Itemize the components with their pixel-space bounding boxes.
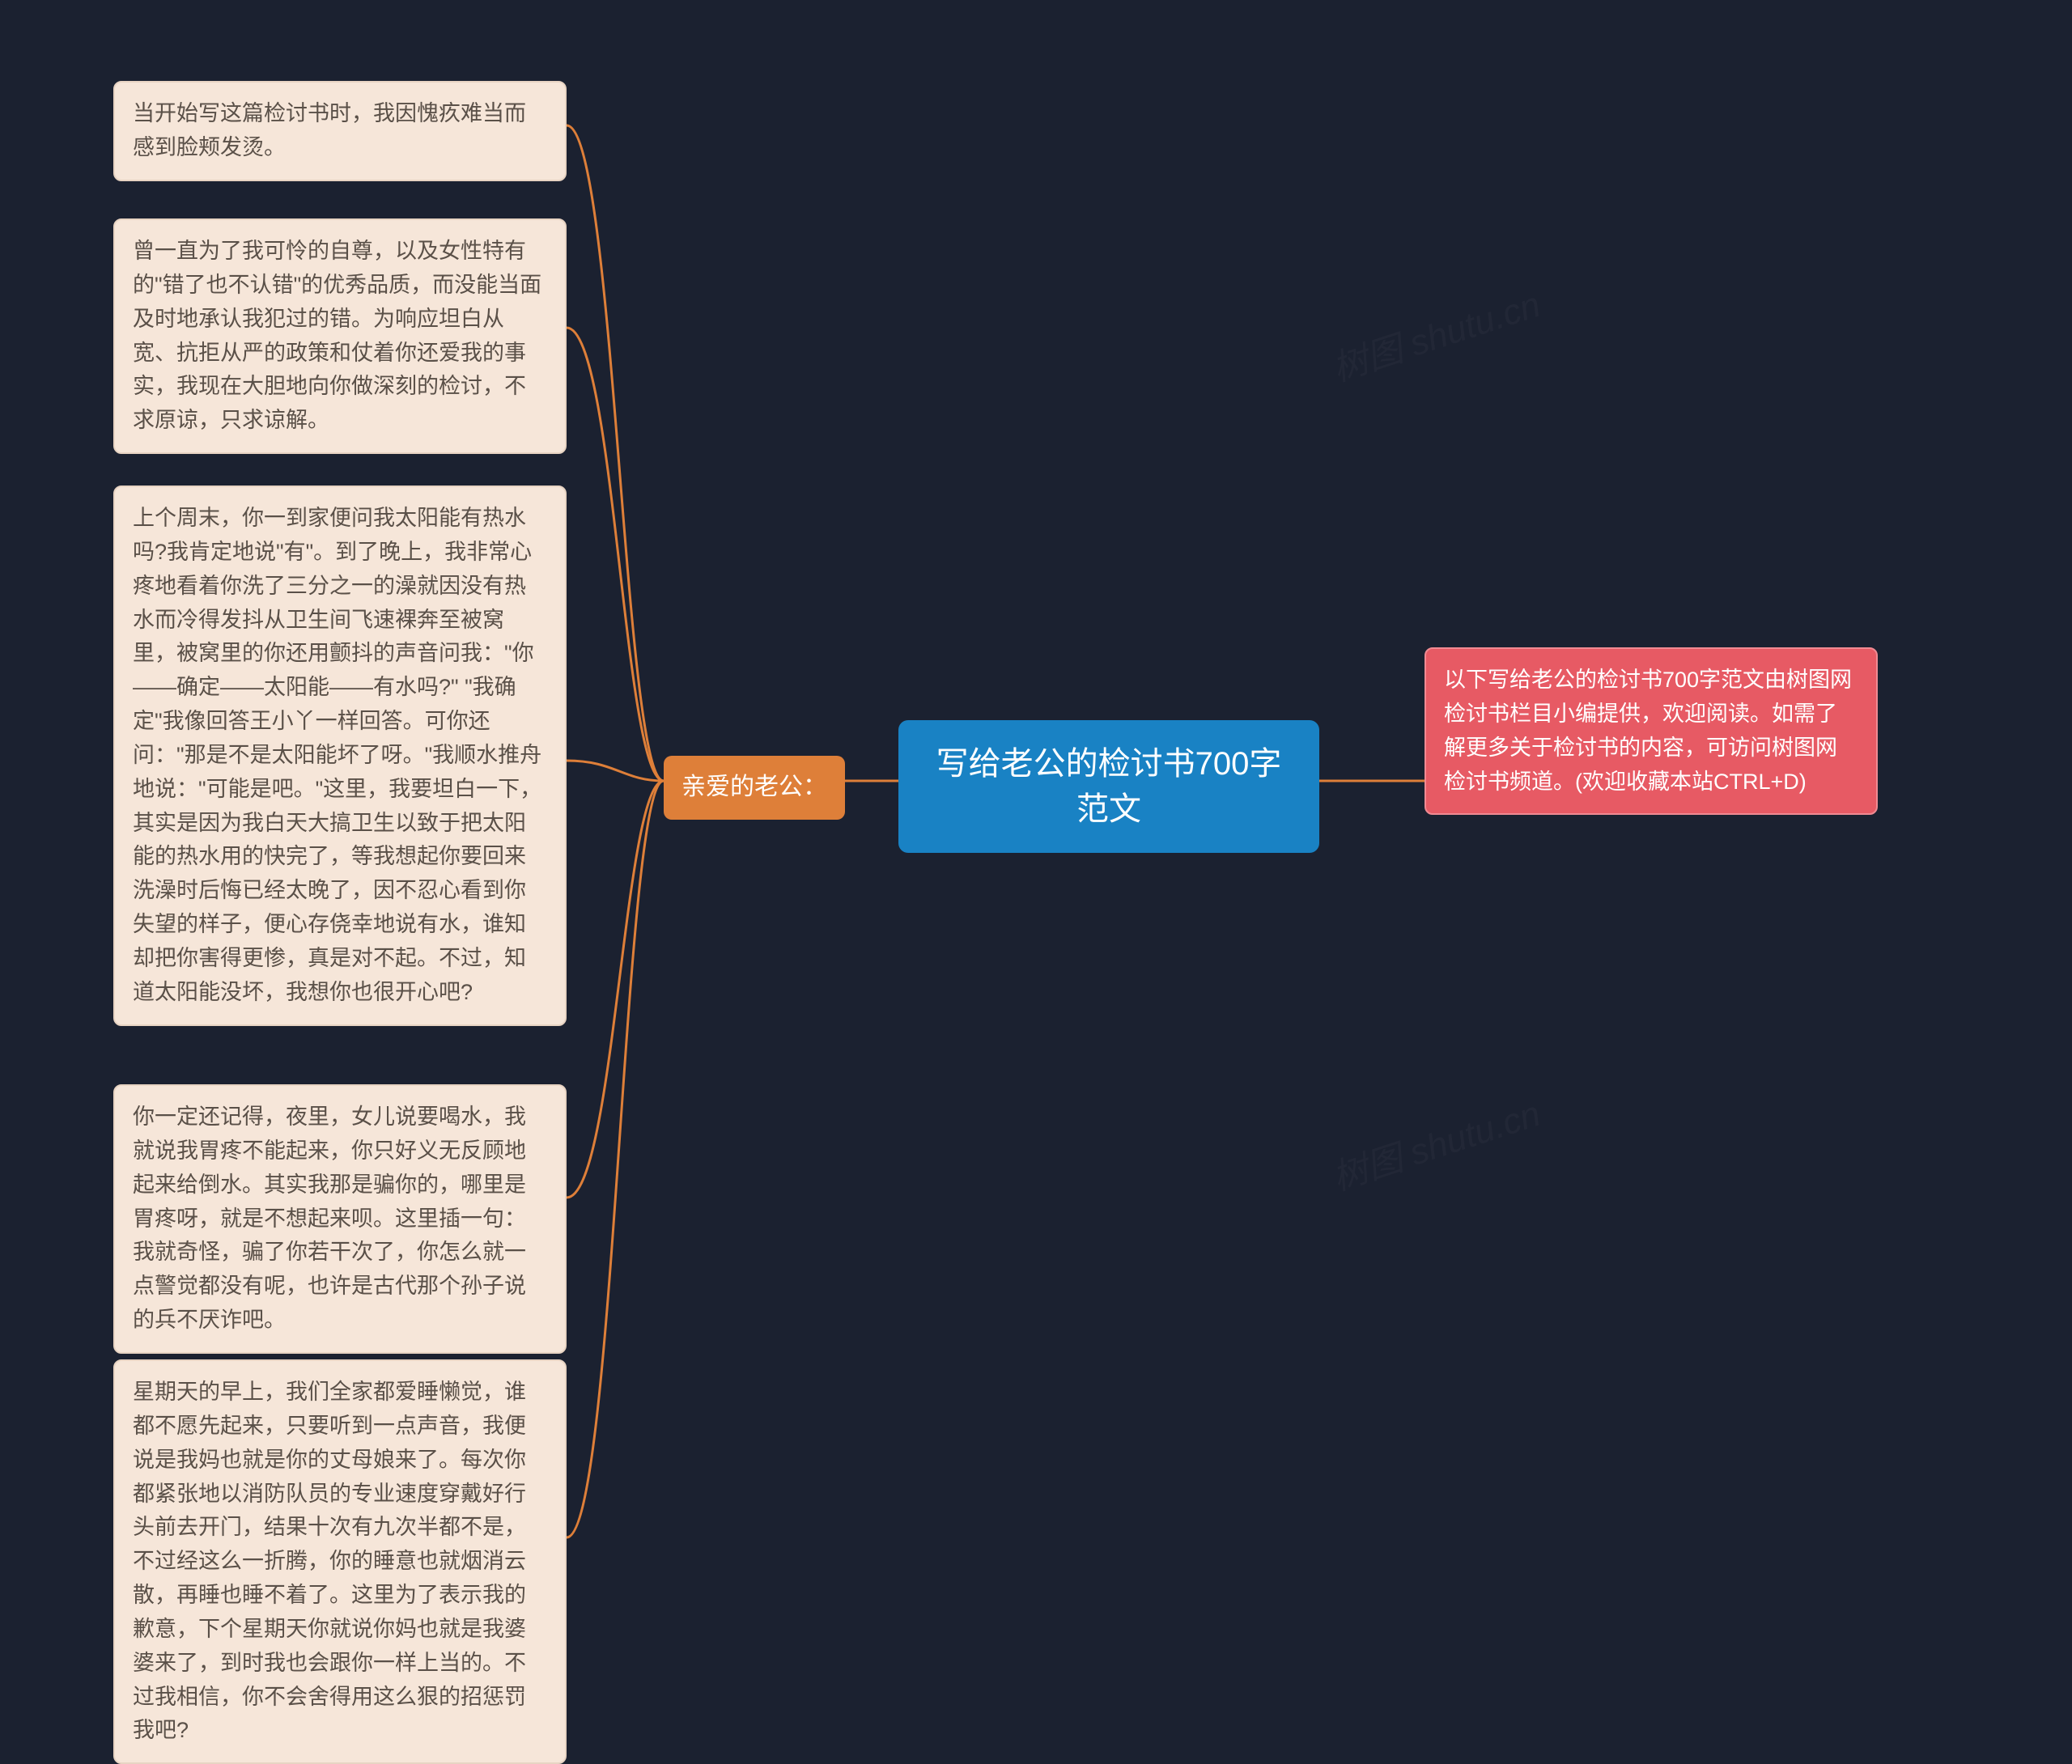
watermark: 树图 shutu.cn xyxy=(1325,275,1546,391)
leaf-text: 当开始写这篇检讨书时，我因愧疚难当而感到脸颊发烫。 xyxy=(133,101,526,159)
root-title-line2: 范文 xyxy=(923,787,1295,832)
leaf-node[interactable]: 你一定还记得，夜里，女儿说要喝水，我就说我胃疼不能起来，你只好义无反顾地起来给倒… xyxy=(113,1084,567,1354)
leaf-node[interactable]: 星期天的早上，我们全家都爱睡懒觉，谁都不愿先起来，只要听到一点声音，我便说是我妈… xyxy=(113,1359,567,1764)
leaf-text: 曾一直为了我可怜的自尊，以及女性特有的"错了也不认错"的优秀品质，而没能当面及时… xyxy=(133,239,541,432)
leaf-node[interactable]: 曾一直为了我可怜的自尊，以及女性特有的"错了也不认错"的优秀品质，而没能当面及时… xyxy=(113,218,567,454)
leaf-text: 星期天的早上，我们全家都爱睡懒觉，谁都不愿先起来，只要听到一点声音，我便说是我妈… xyxy=(133,1380,526,1742)
root-title-line1: 写给老公的检讨书700字 xyxy=(923,741,1295,787)
watermark: 树图 shutu.cn xyxy=(1325,1084,1546,1200)
branch-label-node[interactable]: 亲爱的老公： xyxy=(664,756,845,820)
branch-label-text: 亲爱的老公： xyxy=(681,774,827,800)
root-node[interactable]: 写给老公的检讨书700字 范文 xyxy=(898,720,1319,853)
leaf-node[interactable]: 上个周末，你一到家便问我太阳能有热水吗?我肯定地说"有"。到了晚上，我非常心疼地… xyxy=(113,486,567,1026)
leaf-node[interactable]: 当开始写这篇检讨书时，我因愧疚难当而感到脸颊发烫。 xyxy=(113,81,567,181)
intro-text: 以下写给老公的检讨书700字范文由树图网检讨书栏目小编提供，欢迎阅读。如需了解更… xyxy=(1444,668,1852,794)
leaf-text: 上个周末，你一到家便问我太阳能有热水吗?我肯定地说"有"。到了晚上，我非常心疼地… xyxy=(133,506,541,1004)
leaf-text: 你一定还记得，夜里，女儿说要喝水，我就说我胃疼不能起来，你只好义无反顾地起来给倒… xyxy=(133,1105,526,1332)
intro-node[interactable]: 以下写给老公的检讨书700字范文由树图网检讨书栏目小编提供，欢迎阅读。如需了解更… xyxy=(1424,647,1878,815)
